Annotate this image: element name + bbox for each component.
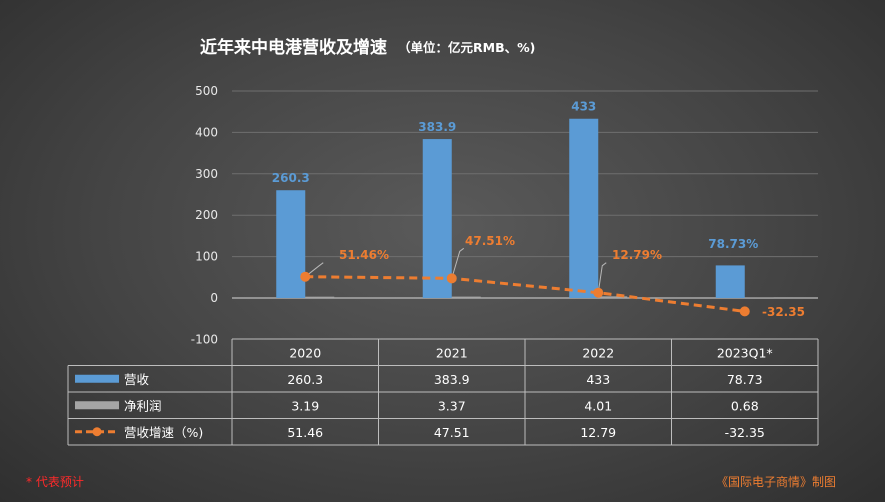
y-tick-label: 300 [195, 167, 218, 181]
chart-title: 近年来中电港营收及增速 [200, 37, 387, 58]
label-leader-line [451, 247, 465, 279]
table-cell: 3.19 [291, 398, 319, 413]
x-category-label: 2021 [436, 345, 468, 360]
y-tick-label: 200 [195, 208, 218, 222]
growth-point [446, 273, 457, 284]
net-profit-bar [451, 296, 481, 298]
table-cell: 4.01 [584, 398, 612, 413]
source-note: 《国际电子商情》制图 [716, 474, 836, 489]
legend-swatch-net-profit [75, 401, 119, 410]
growth-data-label: 47.51% [465, 234, 515, 248]
growth-point [300, 271, 311, 282]
y-tick-label: 0 [210, 291, 218, 305]
net-profit-bar [744, 297, 774, 299]
table-cell: 51.46 [287, 425, 323, 440]
x-category-label: 2020 [289, 345, 321, 360]
growth-point [739, 306, 750, 317]
revenue-bar [422, 139, 452, 298]
table-cell: 383.9 [434, 372, 470, 387]
growth-line [305, 275, 745, 313]
net-profit-bar [598, 296, 628, 298]
net-profit-bar [305, 296, 335, 298]
footnote: * 代表预计 [26, 475, 84, 489]
y-tick-label: -100 [191, 332, 218, 346]
table-cell: 433 [586, 372, 610, 387]
legend-series-name: 营收 [124, 372, 150, 387]
label-leader-line [597, 262, 607, 293]
label-leader-line [304, 262, 324, 278]
y-tick-label: 400 [195, 125, 218, 139]
y-tick-label: 500 [195, 84, 218, 98]
legend-swatch-revenue [75, 374, 119, 383]
revenue-bar [569, 118, 599, 298]
revenue-data-label: 260.3 [272, 171, 310, 185]
legend-series-name: 净利润 [124, 398, 162, 413]
growth-point [593, 287, 604, 298]
table-cell: 260.3 [287, 372, 323, 387]
revenue-bar [715, 265, 745, 298]
table-cell: 78.73 [727, 372, 763, 387]
revenue-data-label: 78.73% [708, 237, 758, 251]
table-cell: 3.37 [438, 398, 466, 413]
revenue-data-label: 383.9 [418, 120, 456, 134]
table-cell: -32.35 [725, 425, 765, 440]
growth-data-label: -32.35 [762, 305, 805, 319]
revenue-bar [276, 190, 306, 298]
chart-unit-subtitle: （单位：亿元RMB、%) [398, 40, 535, 55]
growth-data-label: 51.46% [339, 248, 389, 262]
x-category-label: 2022 [582, 345, 614, 360]
growth-data-label: 12.79% [612, 248, 662, 262]
table-cell: 47.51 [434, 425, 470, 440]
legend-swatch-growth-point [92, 427, 102, 437]
legend-series-name: 营收增速（%) [124, 425, 203, 440]
y-tick-label: 100 [195, 250, 218, 264]
x-category-label: 2023Q1* [717, 345, 773, 360]
revenue-data-label: 433 [571, 100, 596, 114]
table-cell: 0.68 [731, 398, 759, 413]
table-cell: 12.79 [580, 425, 616, 440]
